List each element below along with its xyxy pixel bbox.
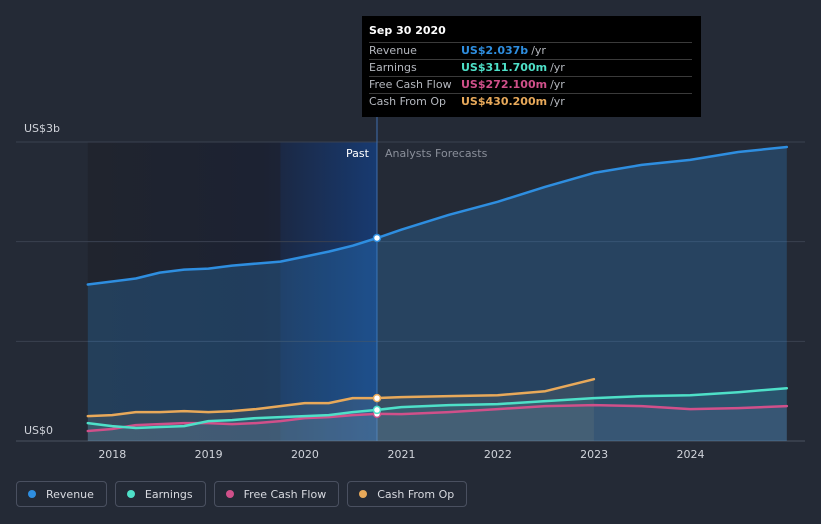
- line-earnings: [86, 386, 789, 430]
- forecast-label: Analysts Forecasts: [385, 147, 488, 160]
- x-tick-label: 2024: [676, 448, 704, 461]
- area-revenue: [87, 147, 787, 441]
- legend-item-earnings[interactable]: Earnings: [114, 481, 206, 507]
- earnings-dot-icon: [126, 490, 135, 498]
- area-earnings: [87, 388, 787, 441]
- legend-label: Earnings: [144, 487, 193, 501]
- line-revenue: [86, 145, 789, 286]
- free-cash-flow-dot-icon: [225, 490, 234, 498]
- legend-label: Free Cash Flow: [243, 487, 327, 501]
- legend-label: Revenue: [46, 487, 94, 501]
- tooltip-unit: /yr: [550, 95, 565, 108]
- tooltip-value: US$311.700m: [461, 61, 548, 74]
- x-tick-label: 2023: [580, 448, 608, 461]
- tooltip-value: US$430.200m: [461, 95, 548, 108]
- line-cash-from-op: [86, 377, 596, 418]
- tooltip-label: Free Cash Flow: [369, 78, 452, 91]
- cash-from-op-dot-icon: [359, 490, 368, 498]
- tooltip-row-free-cash-flow: Free Cash Flow US$272.100m /yr: [369, 76, 692, 93]
- legend-item-free-cash-flow[interactable]: Free Cash Flow: [213, 481, 340, 507]
- x-tick-label: 2019: [195, 448, 223, 461]
- legend-item-revenue[interactable]: Revenue: [16, 481, 107, 507]
- tooltip-label: Earnings: [369, 61, 417, 74]
- x-tick-label: 2018: [98, 448, 126, 461]
- tooltip-label: Cash From Op: [369, 95, 447, 108]
- tooltip-label: Revenue: [369, 44, 417, 57]
- y-tick-label: US$0: [24, 424, 53, 437]
- line-free-cash-flow: [86, 403, 789, 433]
- past-region: [87, 142, 377, 441]
- tooltip: Sep 30 2020 Revenue US$2.037b /yr Earnin…: [362, 16, 701, 117]
- tooltip-row-cash-from-op: Cash From Op US$430.200m /yr: [369, 93, 692, 110]
- marker-cash-from-op: [372, 393, 382, 403]
- x-tick-label: 2022: [484, 448, 512, 461]
- legend: Revenue Earnings Free Cash Flow Cash Fro…: [16, 481, 468, 507]
- tooltip-unit: /yr: [550, 61, 565, 74]
- hover-markers: [372, 233, 382, 419]
- chart: US$3b US$0 2018 2019 2020 2021 2022 2023 2024 Pas…: [16, 16, 805, 461]
- tooltip-value: US$2.037b: [461, 44, 529, 57]
- marker-earnings: [372, 405, 382, 415]
- marker-revenue: [372, 233, 382, 243]
- series-lines: [86, 145, 789, 433]
- axis-labels: US$3b US$0 2018 2019 2020 2021 2022 2023 2024 Pas…: [24, 122, 704, 461]
- tooltip-row-earnings: Earnings US$311.700m /yr: [369, 59, 692, 76]
- x-tick-label: 2021: [388, 448, 416, 461]
- legend-label: Cash From Op: [377, 487, 455, 501]
- tooltip-value: US$272.100m: [461, 78, 548, 91]
- area-cash-from-op: [87, 379, 594, 441]
- hover-band: [280, 142, 377, 441]
- tooltip-unit: /yr: [531, 44, 546, 57]
- tooltip-date: Sep 30 2020: [369, 24, 446, 37]
- area-free-cash-flow: [87, 405, 787, 441]
- tooltip-unit: /yr: [550, 78, 565, 91]
- series-areas: [87, 147, 787, 441]
- tooltip-row-revenue: Revenue US$2.037b /yr: [369, 42, 692, 59]
- past-label: Past: [346, 147, 370, 160]
- legend-item-cash-from-op[interactable]: Cash From Op: [347, 481, 468, 507]
- y-tick-label: US$3b: [24, 122, 60, 135]
- x-tick-label: 2020: [291, 448, 319, 461]
- revenue-dot-icon: [28, 490, 36, 498]
